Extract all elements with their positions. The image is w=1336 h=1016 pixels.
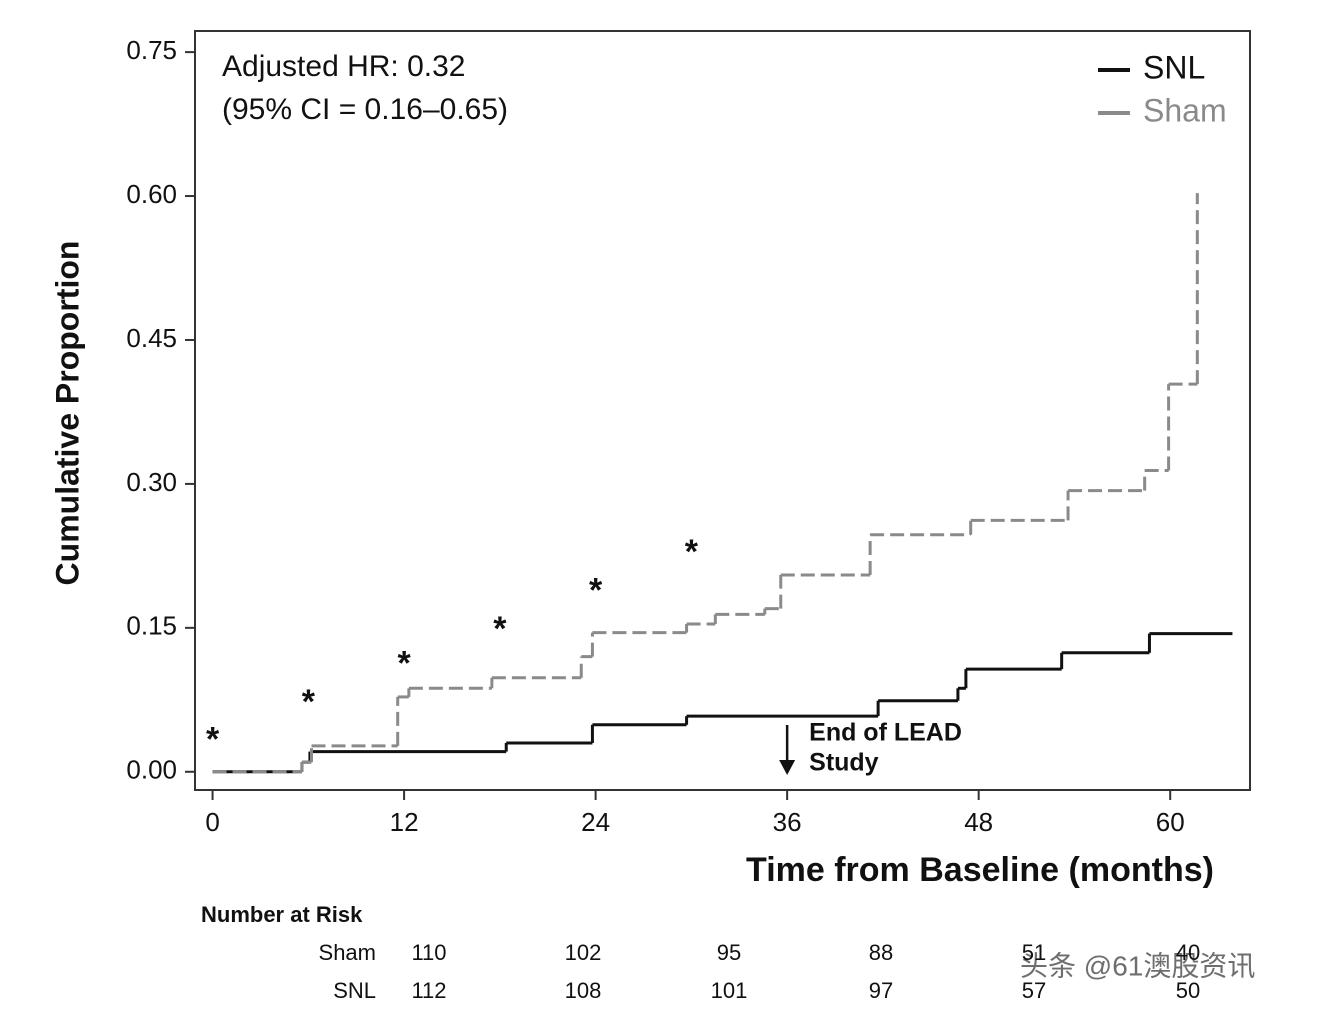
x-tick-label: 24 [581,807,610,837]
risk-value: 40 [1176,940,1200,965]
x-tick-label: 48 [964,807,993,837]
risk-value: 97 [869,978,893,1003]
risk-value: 95 [717,940,741,965]
risk-row-label: SNL [333,978,376,1003]
x-tick-label: 0 [205,807,219,837]
hr-annotation: (95% CI = 0.16–0.65) [222,93,508,126]
significance-marker: * [589,572,603,610]
watermark: 头条 @61澳股资讯 [1020,950,1255,981]
y-tick-label: 0.00 [126,755,177,785]
y-tick-label: 0.45 [126,323,177,353]
risk-value: 101 [711,978,748,1003]
y-tick-label: 0.15 [126,611,177,641]
y-tick-label: 0.30 [126,467,177,497]
annotation-text: Study [809,749,879,777]
risk-row-label: Sham [319,940,376,965]
x-axis-title: Time from Baseline (months) [746,851,1214,889]
legend-label: SNL [1143,49,1205,85]
y-axis-title: Cumulative Proportion [49,241,85,586]
plot-frame [194,30,1251,791]
risk-value: 50 [1176,978,1200,1003]
risk-table-title: Number at Risk [201,902,363,927]
significance-marker: * [206,720,220,758]
risk-value: 51 [1022,940,1046,965]
y-tick-label: 0.75 [126,35,177,65]
risk-value: 57 [1022,978,1046,1003]
y-tick-label: 0.60 [126,179,177,209]
risk-value: 88 [869,940,893,965]
risk-value: 102 [565,940,602,965]
x-tick-label: 36 [773,807,802,837]
significance-marker: * [302,683,316,721]
legend-label: Sham [1143,92,1227,128]
significance-marker: * [493,610,507,648]
hr-annotation: Adjusted HR: 0.32 [222,50,465,83]
risk-value: 112 [411,978,446,1003]
annotation-arrowhead [779,760,796,775]
significance-marker: * [397,644,411,682]
significance-marker: * [685,533,699,571]
x-tick-label: 12 [390,807,419,837]
risk-value: 110 [411,940,446,965]
x-tick-label: 60 [1156,807,1185,837]
risk-value: 108 [565,978,602,1003]
annotation-text: End of LEAD [809,719,962,747]
